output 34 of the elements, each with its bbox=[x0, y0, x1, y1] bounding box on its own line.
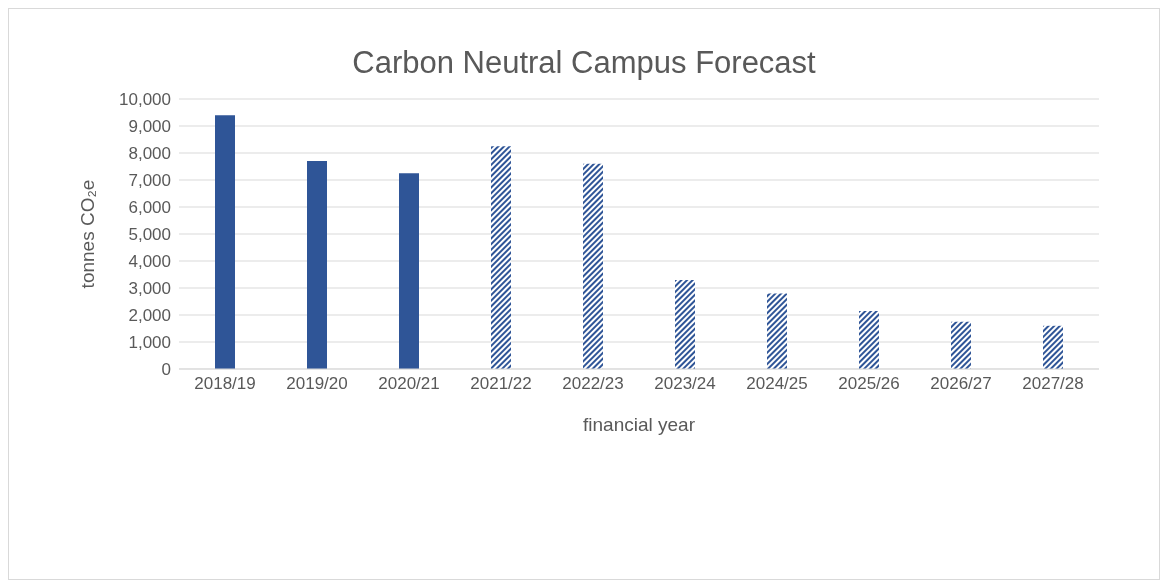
y-tick-label: 0 bbox=[161, 360, 171, 380]
bar bbox=[583, 163, 603, 369]
y-axis-title: tonnes CO₂e bbox=[77, 179, 99, 289]
bar bbox=[215, 115, 235, 369]
x-tick-label: 2023/24 bbox=[654, 374, 716, 394]
x-tick-label: 2026/27 bbox=[930, 374, 992, 394]
x-axis-title: financial year bbox=[583, 414, 696, 435]
y-tick-label: 10,000 bbox=[119, 90, 171, 110]
bar bbox=[307, 161, 327, 369]
bar bbox=[675, 279, 695, 369]
bar bbox=[1043, 325, 1063, 369]
x-tick-label: 2025/26 bbox=[838, 374, 900, 394]
x-tick-label: 2018/19 bbox=[194, 374, 256, 394]
y-tick-label: 3,000 bbox=[128, 279, 171, 299]
y-tick-label: 2,000 bbox=[128, 306, 171, 326]
y-tick-label: 6,000 bbox=[128, 198, 171, 218]
bar bbox=[399, 173, 419, 369]
bar bbox=[859, 310, 879, 369]
y-tick-label: 1,000 bbox=[128, 333, 171, 353]
bar bbox=[491, 146, 511, 369]
x-tick-label: 2024/25 bbox=[746, 374, 808, 394]
x-tick-label: 2027/28 bbox=[1022, 374, 1084, 394]
x-tick-label: 2022/23 bbox=[562, 374, 624, 394]
y-tick-label: 4,000 bbox=[128, 252, 171, 272]
y-tick-label: 7,000 bbox=[128, 171, 171, 191]
bar bbox=[767, 293, 787, 369]
x-tick-label: 2020/21 bbox=[378, 374, 440, 394]
x-tick-label: 2019/20 bbox=[286, 374, 348, 394]
chart-title: Carbon Neutral Campus Forecast bbox=[351, 45, 817, 81]
x-tick-label: 2021/22 bbox=[470, 374, 532, 394]
bar bbox=[951, 321, 971, 369]
y-tick-label: 9,000 bbox=[128, 117, 171, 137]
y-tick-label: 5,000 bbox=[128, 225, 171, 245]
y-tick-label: 8,000 bbox=[128, 144, 171, 164]
